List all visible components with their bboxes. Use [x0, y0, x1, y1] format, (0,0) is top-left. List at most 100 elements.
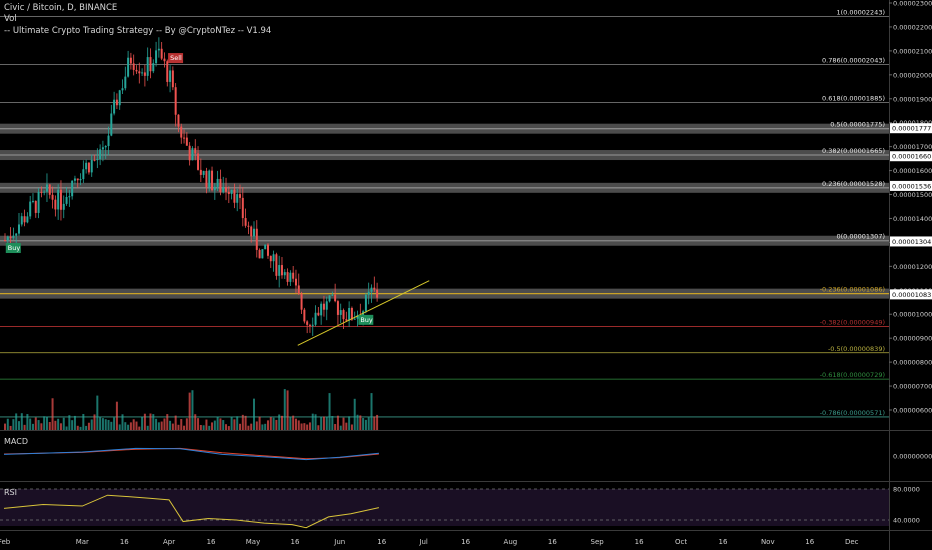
- volume-bar: [135, 421, 138, 430]
- candle-body: [334, 294, 337, 302]
- volume-bar: [275, 419, 278, 430]
- candle-body: [244, 218, 247, 226]
- strategy-label: -- Ultimate Crypto Trading Strategy -- B…: [4, 26, 272, 36]
- volume-bar: [205, 419, 208, 430]
- candle-body: [353, 318, 356, 320]
- volume-bar: [54, 420, 57, 430]
- candle-body: [104, 146, 107, 148]
- candle-body: [17, 224, 20, 234]
- volume-bar: [269, 417, 272, 430]
- candle-body: [57, 189, 60, 210]
- volume-bar: [45, 416, 48, 430]
- signal-label: Buy: [360, 316, 373, 324]
- volume-bar: [258, 416, 261, 430]
- x-axis-label: 16: [719, 538, 728, 546]
- candle-body: [118, 90, 121, 106]
- candle-body: [320, 303, 323, 316]
- candle-body: [29, 201, 32, 217]
- rsi-line: [3, 494, 380, 529]
- candle-body: [342, 310, 345, 320]
- volume-bar: [26, 414, 29, 430]
- rsi-band: [0, 489, 889, 526]
- volume-bar: [65, 426, 68, 430]
- candle-body: [236, 194, 239, 203]
- candle-body: [317, 312, 320, 316]
- volume-bar: [174, 415, 177, 430]
- volume-bar: [350, 424, 353, 430]
- volume-bar: [255, 421, 258, 430]
- fib-label: 0.786(0.00002043): [822, 57, 885, 65]
- volume-bar: [51, 398, 54, 430]
- candle-body: [225, 187, 228, 192]
- fib-label: -0.5(0.00000839): [828, 345, 885, 353]
- candle-body: [4, 240, 6, 242]
- volume-bar: [253, 398, 255, 430]
- candle-body: [266, 244, 269, 256]
- volume-bar: [294, 418, 297, 430]
- volume-bar: [297, 420, 300, 430]
- candle-body: [23, 216, 26, 223]
- volume-bar: [211, 422, 214, 430]
- candle-body: [183, 137, 186, 139]
- volume-bar: [308, 422, 311, 430]
- candle-body: [79, 179, 82, 181]
- candle-body: [20, 216, 23, 225]
- y-tick-label: 0.00000700: [893, 383, 932, 391]
- candle-body: [191, 148, 194, 161]
- volume-bar: [227, 426, 230, 430]
- x-axis-label: 16: [377, 538, 386, 546]
- x-axis-label: Feb: [0, 538, 11, 546]
- candle-body: [345, 319, 348, 321]
- candle-body: [370, 287, 373, 292]
- volume-bar: [152, 414, 155, 430]
- volume-bar: [188, 392, 191, 430]
- candle-body: [272, 254, 275, 262]
- candle-body: [43, 191, 46, 193]
- candle-body: [65, 196, 68, 204]
- candle-body: [222, 187, 225, 193]
- macd-line: [3, 447, 379, 461]
- candle-body: [82, 169, 85, 180]
- volume-bar: [169, 420, 172, 430]
- rsi-axis-label: 40.0000: [893, 517, 920, 525]
- volume-bar: [20, 413, 23, 430]
- volume-bar: [138, 426, 141, 430]
- candles: [4, 37, 379, 336]
- candle-body: [9, 236, 12, 238]
- candle-body: [219, 178, 222, 193]
- price-tag-label: 0.00001660: [892, 153, 931, 161]
- candle-body: [87, 162, 90, 173]
- candle-body: [261, 249, 264, 259]
- x-axis-label: Aug: [504, 538, 518, 546]
- volume-bar: [208, 425, 211, 430]
- volume-bar: [320, 417, 323, 430]
- candle-body: [146, 57, 149, 76]
- volume-bar: [222, 420, 225, 430]
- volume-bar: [99, 417, 102, 430]
- volume-bar: [43, 416, 46, 430]
- candle-body: [306, 321, 309, 325]
- price-tag-label: 0.00001304: [892, 238, 931, 246]
- volume-bar: [76, 425, 79, 430]
- volume-bar: [362, 418, 365, 430]
- candle-body: [325, 301, 328, 310]
- x-axis-label: Jun: [333, 538, 345, 546]
- y-tick-label: 0.00001900: [893, 95, 932, 103]
- volume-bar: [303, 423, 306, 430]
- price-tag: [890, 180, 932, 191]
- x-axis-label: Sep: [591, 538, 605, 546]
- volume-bar: [171, 423, 174, 430]
- candle-body: [227, 191, 230, 194]
- candle-body: [124, 76, 127, 89]
- candle-body: [350, 307, 353, 320]
- candle-body: [376, 289, 379, 298]
- volume-bar: [339, 425, 342, 430]
- y-tick-label: 0.00002000: [893, 71, 932, 79]
- x-axis-label: 16: [635, 538, 644, 546]
- volume-bar: [250, 423, 253, 430]
- volume-bar: [177, 424, 180, 430]
- candle-body: [45, 184, 48, 192]
- candle-body: [303, 309, 306, 322]
- volume-bar: [17, 421, 20, 430]
